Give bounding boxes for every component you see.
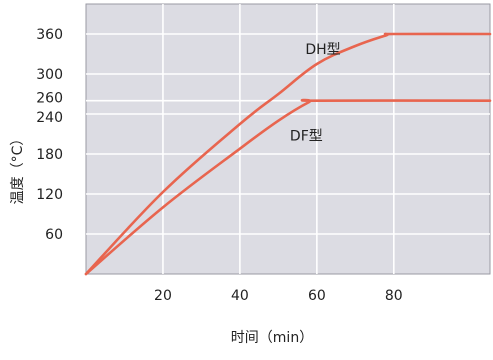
series-label-dh: DH型 [305,42,340,58]
x-tick-label-60: 60 [308,288,326,304]
series-annotations: DH型 DF型 [290,42,341,145]
x-tick-label-40: 40 [231,288,249,304]
series-lines [84,32,492,276]
tick-labels: 60 120 180 240 260 300 360 20 40 60 80 [36,27,402,304]
series-label-df: DF型 [290,129,323,145]
x-axis-title: 时间（min） [231,330,313,346]
series-line-dh [84,32,492,276]
y-tick-label-60: 60 [45,227,63,243]
y-tick-label-300: 300 [36,67,63,83]
series-line-df [84,98,492,276]
y-tick-label-180: 180 [36,147,63,163]
y-tick-label-240: 240 [36,110,63,126]
x-tick-label-80: 80 [385,288,403,304]
y-axis-title: 温度（°C） [10,132,26,205]
plot-background [85,3,491,275]
y-tick-label-120: 120 [36,187,63,203]
x-tick-label-20: 20 [154,288,172,304]
y-tick-label-260: 260 [36,91,63,107]
plot-area [85,3,491,275]
y-tick-label-360: 360 [36,27,63,43]
